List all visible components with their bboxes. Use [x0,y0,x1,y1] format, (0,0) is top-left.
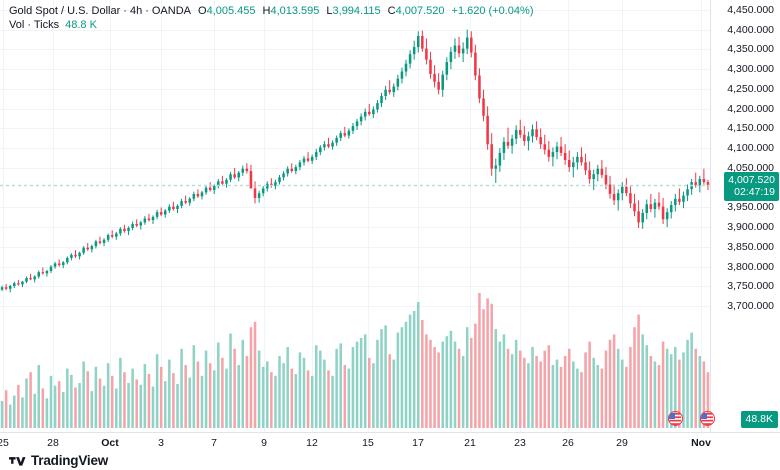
price-axis-tick: 4,450.000 [727,3,774,16]
time-axis-tick: 23 [514,437,526,449]
time-axis-tick: 26 [562,437,574,449]
us-flag-glyph-1 [669,413,681,425]
time-axis-tick: 17 [412,437,424,449]
price-axis-tick: 3,900.000 [727,221,774,234]
price-scale[interactable]: 4,450.000 4,400.000 4,350.000 4,300.000 4,25… [710,0,780,432]
price-axis-tick: 4,050.000 [727,161,774,174]
price-line-overlay [0,184,710,187]
price-axis-tick: 3,950.000 [727,201,774,214]
time-axis-tick: 25 [0,437,9,449]
tradingview-logo-icon [9,457,26,466]
price-axis-tick: 3,800.000 [727,260,774,273]
current-price-badge: 4,007.520 02:47:19 [724,171,779,201]
price-axis-tick: 4,300.000 [727,63,774,76]
time-axis-tick: 9 [261,437,267,449]
us-flag-icon-1[interactable] [668,411,683,426]
volume-badge: 48.8K [740,411,778,428]
us-flag-glyph-2 [701,413,713,425]
price-axis-tick: 4,400.000 [727,23,774,36]
price-axis-tick: 4,150.000 [727,122,774,135]
bar-countdown-timer: 02:47:19 [734,185,775,198]
price-axis-tick: 3,700.000 [727,300,774,313]
candlestick-series [0,29,710,428]
current-price-value: 4,007.520 [728,173,775,186]
time-axis-tick: 3 [158,437,164,449]
us-flag-icon-2[interactable] [700,411,715,426]
price-axis-tick: 4,200.000 [727,102,774,115]
time-axis-tick: 21 [464,437,476,449]
tradingview-logo[interactable]: TradingView [9,452,108,468]
price-axis-tick: 4,100.000 [727,142,774,155]
time-axis-tick: Oct [101,437,119,449]
time-axis-tick: 7 [211,437,217,449]
price-axis-tick: 3,750.000 [727,280,774,293]
time-scale[interactable]: 25 28 Oct 3 7 9 12 15 17 21 23 26 29 Nov [0,432,780,454]
time-axis-tick: 28 [47,437,59,449]
tradingview-logo-text: TradingView [31,452,109,468]
price-axis-tick: 3,850.000 [727,240,774,253]
time-axis-tick: Nov [691,437,711,449]
price-axis-tick: 4,350.000 [727,43,774,56]
time-axis-tick: 29 [616,437,628,449]
time-axis-tick: 15 [362,437,374,449]
price-axis-tick: 4,250.000 [727,82,774,95]
chart-plot-area[interactable] [0,0,710,432]
time-axis-tick: 12 [306,437,318,449]
